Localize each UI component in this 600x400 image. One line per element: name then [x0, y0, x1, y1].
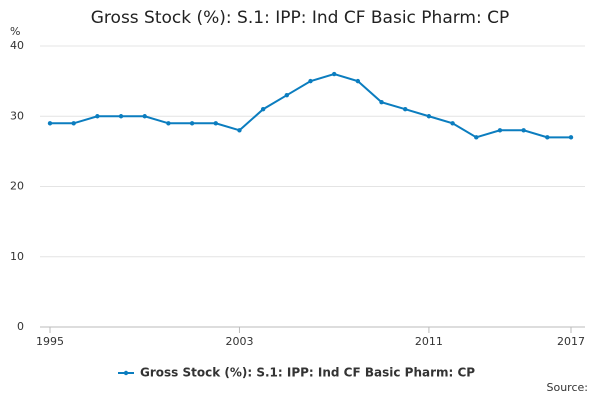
data-point [403, 107, 408, 112]
y-tick-label: 0 [17, 320, 24, 333]
data-point [450, 121, 455, 126]
y-tick-label: 10 [10, 250, 24, 263]
y-tick-label: 40 [10, 39, 24, 52]
data-point [142, 114, 147, 119]
data-point [355, 78, 361, 84]
data-point [474, 135, 479, 140]
data-point [260, 107, 266, 112]
data-point [284, 92, 290, 98]
legend-swatch-dot [123, 370, 129, 376]
y-axis-label: % [10, 25, 20, 38]
chart-title: Gross Stock (%): S.1: IPP: Ind CF Basic … [91, 8, 510, 28]
data-point [568, 135, 574, 140]
data-point [47, 121, 53, 126]
data-point [521, 128, 526, 133]
data-point [118, 114, 124, 119]
data-point [379, 100, 384, 105]
y-tick-label: 20 [10, 180, 24, 193]
data-point [166, 121, 171, 126]
data-point [95, 114, 100, 119]
data-point [213, 121, 218, 126]
data-point [71, 121, 76, 126]
legend-label: Gross Stock (%): S.1: IPP: Ind CF Basic … [140, 366, 475, 380]
data-point [545, 135, 550, 140]
x-tick-label: 2017 [557, 335, 585, 348]
x-tick-label: 1995 [36, 335, 64, 348]
y-tick-label: 30 [10, 109, 24, 122]
data-point [308, 78, 313, 84]
data-point [497, 128, 503, 133]
data-point [331, 71, 337, 77]
data-point [189, 121, 195, 126]
source: Source: [547, 381, 589, 394]
x-tick-label: 2011 [415, 335, 443, 348]
data-line [50, 73, 571, 139]
data-point [426, 114, 432, 119]
x-tick-label: 2003 [225, 335, 253, 348]
data-point [237, 128, 242, 133]
